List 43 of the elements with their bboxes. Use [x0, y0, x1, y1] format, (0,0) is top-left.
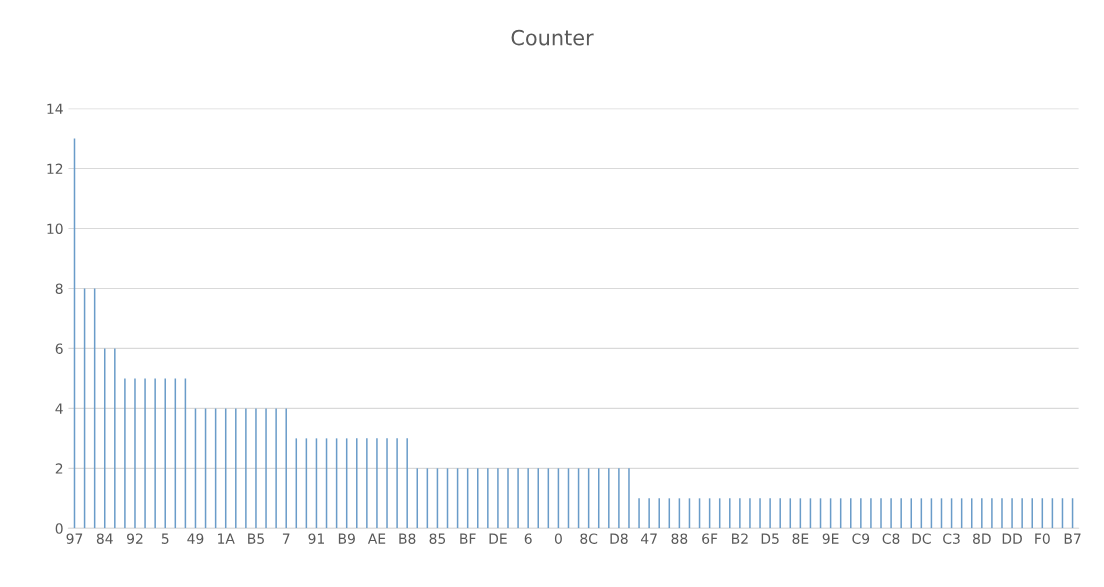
x-tick-label: B5	[248, 533, 264, 544]
x-tick-label: AE	[367, 533, 386, 544]
x-tick-label: 97	[66, 533, 83, 544]
x-tick-label: 8D	[973, 533, 991, 544]
x-tick-label: 6	[524, 533, 532, 544]
chart-title: Counter	[511, 29, 594, 46]
x-tick-label: B7	[1064, 533, 1081, 544]
x-tick-label: B8	[399, 533, 416, 544]
y-tick-label: 14	[47, 103, 63, 114]
y-tick-label: 0	[55, 523, 63, 534]
x-tick-label: 5	[161, 533, 169, 544]
x-tick-label: 88	[671, 533, 688, 544]
x-tick-label: 8E	[792, 533, 809, 544]
y-tick-label: 10	[47, 223, 63, 234]
x-tick-label: C9	[852, 533, 870, 544]
x-tick-label: 9E	[822, 533, 839, 544]
x-tick-label: C8	[882, 533, 900, 544]
y-tick-label: 8	[55, 283, 63, 294]
x-tick-label: BF	[460, 533, 476, 544]
x-tick-label: 84	[96, 533, 113, 544]
x-tick-label: 7	[282, 533, 290, 544]
x-tick-label: B9	[338, 533, 355, 544]
x-tick-label: F0	[1035, 533, 1050, 544]
y-tick-label: 4	[55, 403, 63, 414]
y-tick-label: 12	[47, 163, 63, 174]
x-tick-label: DC	[912, 533, 931, 544]
x-tick-label: C3	[943, 533, 960, 544]
x-tick-label: 47	[640, 533, 657, 544]
x-tick-label: DE	[489, 533, 507, 544]
x-tick-label: 1A	[218, 533, 235, 544]
x-tick-label: 0	[554, 533, 562, 544]
x-tick-label: 8C	[580, 533, 598, 544]
y-tick-label: 2	[55, 463, 63, 474]
y-tick-label: 6	[55, 343, 63, 354]
x-tick-label: 85	[429, 533, 446, 544]
x-tick-label: DD	[1002, 533, 1022, 544]
x-tick-label: 49	[187, 533, 204, 544]
x-tick-label: D5	[761, 533, 779, 544]
x-tick-label: 6F	[702, 533, 718, 544]
x-tick-label: 92	[127, 533, 143, 544]
x-tick-label: D8	[610, 533, 628, 544]
x-tick-label: B2	[732, 533, 748, 544]
x-tick-label: 91	[308, 533, 325, 544]
